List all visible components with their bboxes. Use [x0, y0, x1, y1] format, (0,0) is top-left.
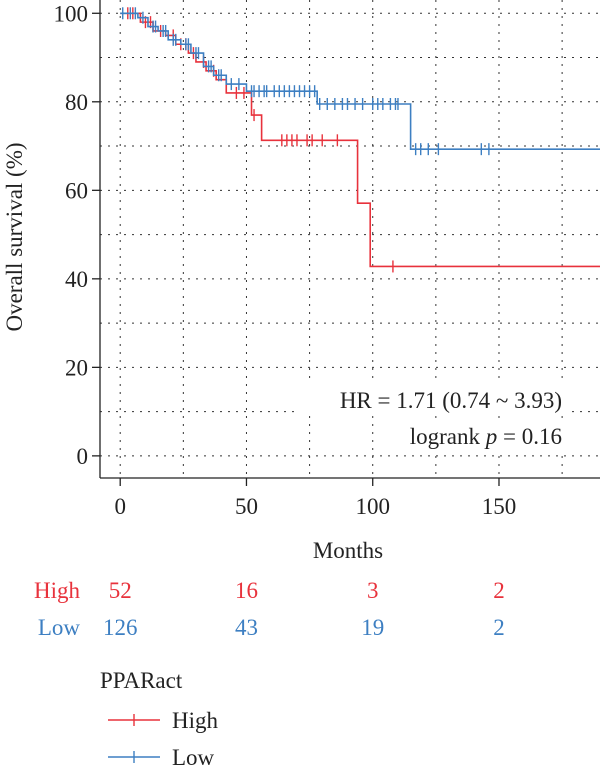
risk-count-high: 3	[367, 578, 379, 603]
y-tick-label: 60	[65, 178, 88, 203]
risk-row-label-high: High	[34, 578, 81, 603]
logrank-annotation: logrank p = 0.16	[410, 424, 562, 449]
risk-count-low: 2	[493, 615, 505, 640]
x-tick-label: 0	[114, 494, 126, 519]
y-tick-label: 80	[65, 90, 88, 115]
risk-count-high: 2	[493, 578, 505, 603]
x-tick-label: 50	[235, 494, 258, 519]
x-axis-label: Months	[313, 538, 383, 563]
y-axis-label: Overall survival (%)	[2, 142, 27, 331]
legend-label-low: Low	[172, 745, 215, 770]
risk-table: High 52 16 3 2 Low 126 43 19 2	[34, 578, 505, 640]
y-tick-label: 0	[77, 444, 89, 469]
x-tick-label: 100	[355, 494, 390, 519]
hr-label-background	[300, 383, 568, 413]
legend-title: PPARact	[100, 668, 183, 693]
logrank-p-symbol: p	[484, 424, 498, 449]
y-tick-label: 40	[65, 267, 88, 292]
logrank-label: logrank	[410, 424, 486, 449]
risk-count-low: 126	[103, 615, 138, 640]
risk-count-high: 52	[109, 578, 132, 603]
survival-curve-low	[120, 12, 600, 150]
risk-row-label-low: Low	[38, 615, 81, 640]
risk-count-low: 19	[361, 615, 384, 640]
hr-annotation: HR = 1.71 (0.74 ~ 3.93)	[340, 388, 562, 413]
legend-label-high: High	[172, 708, 219, 733]
logrank-value: = 0.16	[497, 424, 562, 449]
y-tick-label: 100	[54, 1, 89, 26]
survival-curve-high	[120, 12, 600, 268]
y-tick-label: 20	[65, 355, 88, 380]
risk-count-low: 43	[235, 615, 258, 640]
axes: 0 20 40 60 80 100 0 50 100 150	[54, 0, 600, 519]
survival-curves	[120, 7, 600, 273]
logrank-label-background	[378, 420, 568, 450]
risk-count-high: 16	[235, 578, 258, 603]
x-tick-label: 150	[482, 494, 517, 519]
legend: High Low	[108, 708, 219, 770]
